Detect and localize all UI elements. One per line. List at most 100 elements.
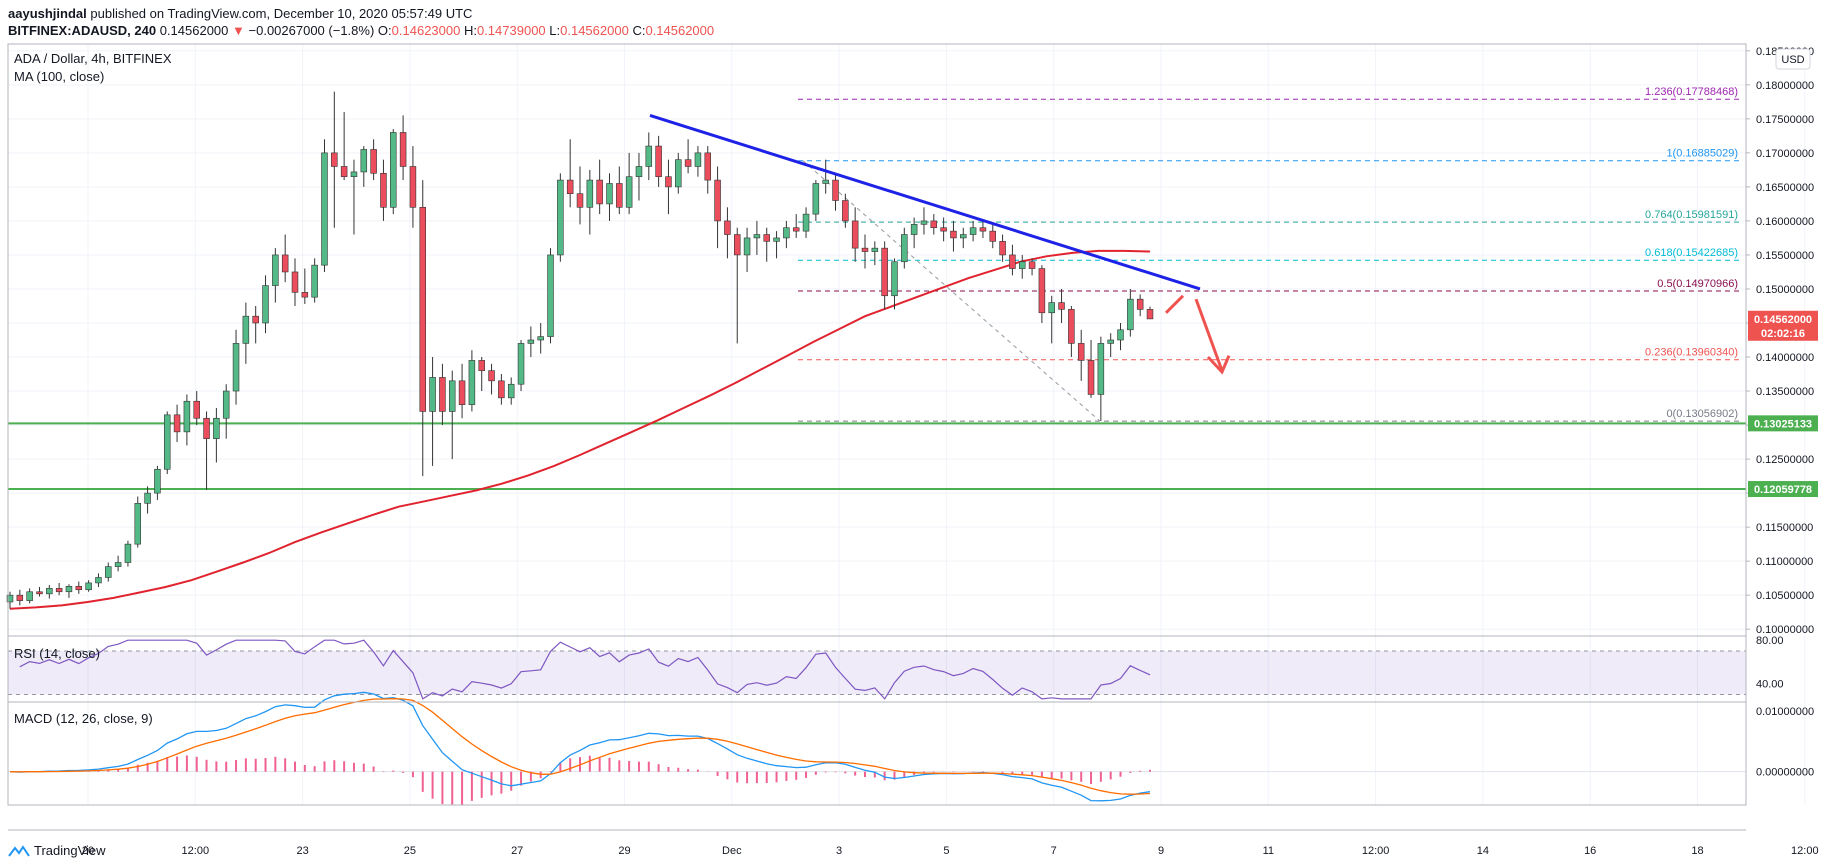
candle-body	[478, 360, 485, 371]
close-label: C:	[632, 23, 646, 38]
candle-body	[124, 543, 132, 563]
fib-level-label: 0.618(0.15422685)	[1645, 247, 1738, 259]
footer[interactable]: TradingView	[8, 843, 106, 858]
candle-body	[822, 179, 829, 184]
macd-tick-label: 0.00000000	[1756, 767, 1814, 779]
y-tick-label: 0.15000000	[1756, 284, 1814, 296]
candle-body	[26, 591, 33, 601]
candle-body	[1117, 329, 1124, 341]
candle-body	[616, 183, 623, 208]
y-tick-label: 0.16000000	[1756, 216, 1814, 228]
candle-body	[213, 417, 220, 439]
candle-body	[399, 132, 407, 167]
candle-body	[1038, 268, 1046, 314]
candle-body	[409, 166, 417, 208]
y-tick-label: 0.17000000	[1756, 148, 1814, 160]
candle-body	[95, 577, 102, 584]
fib-level-label: 0(0.13056902)	[1666, 408, 1738, 420]
candle-body	[390, 132, 397, 208]
candle-body	[321, 152, 328, 266]
candle-body	[724, 220, 731, 235]
y-tick-label: 0.13500000	[1756, 386, 1814, 398]
candle-body	[557, 179, 564, 256]
price-tag-label: 0.12059778	[1754, 484, 1812, 496]
fib-level-label: 1.236(0.17788468)	[1645, 86, 1738, 98]
candle-body	[85, 582, 92, 591]
x-tick-label: 11	[1263, 845, 1274, 857]
candle-body	[861, 247, 869, 252]
annotations[interactable]	[649, 114, 1231, 375]
candle-body	[743, 237, 751, 256]
signal-line	[9, 698, 1151, 795]
macd-pane: 0.01000000 0.00000000	[8, 691, 1814, 805]
low-value: 0.14562000	[560, 23, 629, 38]
open-label: O:	[377, 23, 392, 38]
candle-body	[114, 562, 122, 567]
projection-up-arrow	[1164, 294, 1185, 314]
candle-body	[1028, 261, 1036, 269]
candle-body	[576, 193, 584, 208]
candle-body	[704, 152, 712, 181]
fibonacci-retracement[interactable]: 1.236(0.17788468) 1(0.16885029) 0.764(0.15…	[798, 86, 1742, 422]
candle-body	[910, 224, 918, 235]
candle-body	[763, 234, 770, 242]
candle-body	[350, 171, 358, 177]
y-tick-label: 0.11000000	[1756, 556, 1813, 568]
candle-body	[16, 594, 24, 601]
x-tick-label: 3	[836, 845, 842, 857]
bearish-trendline	[649, 114, 1201, 291]
high-value: 0.14739000	[476, 23, 546, 38]
candle-body	[1146, 309, 1154, 320]
candle-body	[488, 370, 495, 382]
price-tag	[1748, 310, 1818, 341]
currency-button-label: USD	[1781, 54, 1804, 66]
candle-body	[242, 315, 250, 344]
x-tick-label: 25	[404, 845, 416, 857]
support-lines[interactable]	[8, 422, 1746, 491]
fib-trend-line	[802, 160, 1101, 422]
candle-body	[1058, 302, 1065, 310]
chart-frame	[7, 43, 1747, 806]
candle-body	[625, 176, 633, 208]
candle-body	[291, 271, 299, 293]
candle-body	[173, 414, 181, 433]
published-text: published on TradingView.com, December 1…	[90, 6, 473, 21]
candle-body	[675, 159, 682, 188]
candle-body	[6, 594, 14, 603]
candle-body	[773, 237, 780, 242]
countdown-label: 02:02:16	[1761, 328, 1805, 340]
candle-body	[802, 213, 810, 232]
candle-body	[989, 230, 997, 242]
x-tick-label: Dec	[722, 845, 742, 857]
projection-down-arrow	[1194, 298, 1224, 372]
candle-body	[851, 220, 859, 249]
price-tag	[1748, 481, 1818, 498]
low-label: L:	[549, 23, 561, 38]
candle-body	[193, 400, 200, 419]
currency-button[interactable]	[1775, 48, 1811, 70]
candle-body	[665, 176, 672, 188]
candle-body	[586, 179, 594, 208]
rsi-title: RSI (14, close)	[14, 646, 100, 661]
candle-body	[950, 230, 957, 239]
rsi-line	[19, 639, 1151, 700]
author-name[interactable]: aayushjindal	[8, 6, 87, 21]
candle-body	[272, 254, 279, 286]
candle-body	[596, 179, 603, 205]
x-tick-label: 7	[1051, 845, 1057, 857]
candle-body	[262, 285, 269, 324]
candle-body	[468, 360, 476, 405]
x-tick-label: 27	[511, 845, 523, 857]
candle-body	[694, 152, 702, 167]
price-tag-label: 0.13025133	[1754, 418, 1812, 430]
x-tick-label: 12:00	[1791, 845, 1819, 857]
fib-level-label: 0.5(0.14970966)	[1657, 278, 1738, 290]
candle-body	[1107, 339, 1114, 344]
ma-legend: MA (100, close)	[14, 69, 104, 84]
candle-body	[733, 234, 741, 256]
candle-body	[871, 247, 879, 252]
price-tag	[1748, 415, 1818, 432]
y-tick-label: 0.11500000	[1756, 522, 1813, 534]
candle-body	[999, 241, 1006, 256]
